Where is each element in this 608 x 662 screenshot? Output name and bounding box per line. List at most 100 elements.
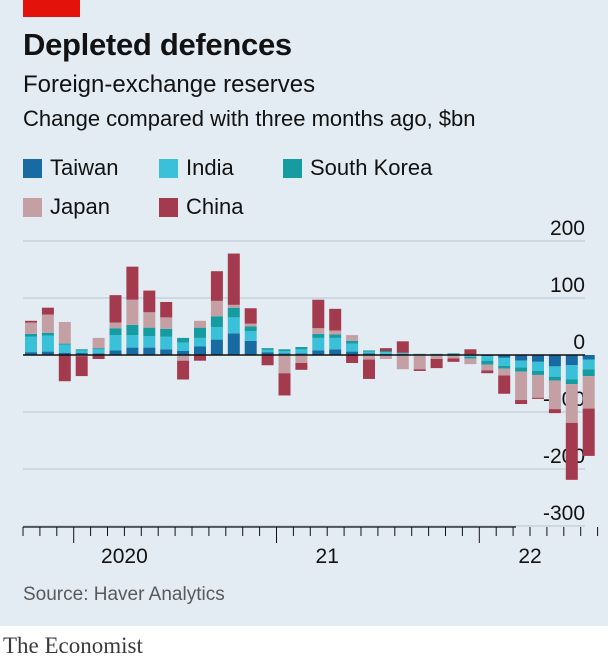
bar-segment <box>109 328 122 336</box>
bar-segment <box>160 349 173 355</box>
bar-segment <box>160 328 173 337</box>
legend-item-india: India <box>159 155 234 181</box>
bar-segment <box>126 299 139 325</box>
bar-segment <box>515 400 528 405</box>
bar-segment <box>210 271 223 301</box>
bar-segment <box>346 351 359 355</box>
bar-segment <box>227 307 240 318</box>
legend-label-taiwan: Taiwan <box>50 155 119 180</box>
bar-segment <box>227 317 240 334</box>
bar-segment <box>464 349 477 355</box>
bar-segment <box>194 320 206 328</box>
bar-segment <box>143 327 156 337</box>
bar-segment <box>41 351 54 355</box>
y-tick-label: -200 <box>543 445 585 468</box>
bar-segment <box>582 369 595 377</box>
y-tick-label: -300 <box>543 502 585 525</box>
bar-segment <box>515 371 528 401</box>
bar-segment <box>430 355 443 359</box>
bar-segment <box>329 330 342 335</box>
legend-label-india: India <box>186 155 234 180</box>
bar-segment <box>261 348 274 350</box>
bar-segment <box>413 355 426 370</box>
bar-segment <box>396 355 409 370</box>
bar-segment <box>548 355 561 367</box>
bar-segment <box>194 327 206 338</box>
bar-segment <box>278 373 291 396</box>
y-tick-label: 0 <box>573 331 585 354</box>
bar-segment <box>244 308 257 324</box>
bar-segment <box>430 358 443 369</box>
y-tick-label: 200 <box>550 217 585 240</box>
y-tick-label: 100 <box>550 274 585 297</box>
bar-segment <box>379 351 392 353</box>
bar-segment <box>41 332 54 336</box>
bar-segment <box>261 355 274 366</box>
bar-segment <box>295 353 308 355</box>
bar-segment <box>194 337 206 347</box>
x-tick-label: 21 <box>316 545 339 568</box>
bar-segment <box>210 339 223 355</box>
bar-segment <box>413 369 426 371</box>
bar-segment <box>75 350 88 353</box>
bar-segment <box>295 349 308 354</box>
bar-segment <box>447 353 460 354</box>
bar-segment <box>312 350 325 355</box>
bar-segment <box>177 360 190 380</box>
bar-segment <box>143 336 156 348</box>
bar-segment <box>481 356 494 361</box>
source-note: Source: Haver Analytics <box>23 584 225 605</box>
bar-segment <box>278 353 291 355</box>
bar-segment <box>346 355 359 363</box>
bar-segment <box>126 335 139 348</box>
bar-segment <box>498 357 511 366</box>
bar-segment <box>582 359 595 370</box>
bar-segment <box>261 352 274 355</box>
chart-title: Depleted defences <box>23 27 292 62</box>
bar-segment <box>565 384 578 423</box>
bar-segment <box>177 342 190 352</box>
bar-segment <box>75 356 88 377</box>
legend-swatch-china <box>159 197 178 217</box>
chart-description: Change compared with three months ago, $… <box>23 106 476 131</box>
bar-segment <box>481 364 494 371</box>
bar-segment <box>278 349 291 352</box>
bar-segment <box>515 360 528 368</box>
bar-segment <box>177 355 190 361</box>
bar-segment <box>58 352 71 355</box>
legend-item-south-korea: South Korea <box>283 155 432 181</box>
bar-segment <box>548 409 561 414</box>
legend-swatch-taiwan <box>23 158 42 178</box>
bar-segment <box>515 367 528 372</box>
bar-segment <box>565 422 578 480</box>
bar-segment <box>41 335 54 352</box>
bar-segment <box>143 347 156 355</box>
bar-segment <box>143 312 156 328</box>
bar-segment <box>109 322 122 329</box>
bar-segment <box>582 355 595 360</box>
bar-segment <box>346 343 359 352</box>
bar-segment <box>58 343 71 345</box>
legend-swatch-south-korea <box>283 158 302 178</box>
bar-segment <box>464 358 477 365</box>
bar-segment <box>244 331 257 341</box>
bar-segment <box>25 352 37 355</box>
bar-segment <box>498 368 511 376</box>
bar-segment <box>464 356 477 359</box>
bar-segment <box>498 355 511 358</box>
bar-segment <box>126 266 139 300</box>
bar-segment <box>396 352 409 354</box>
bar-segment <box>126 347 139 355</box>
bar-segment <box>565 379 578 385</box>
bar-segment <box>363 355 375 360</box>
bar-segment <box>363 350 375 352</box>
bar-segment <box>210 327 223 340</box>
bar-segment <box>126 324 139 336</box>
bar-segment <box>41 307 54 315</box>
bar-segment <box>109 335 122 351</box>
bar-segment <box>565 365 578 380</box>
bar-segment <box>177 337 190 343</box>
bar-segment <box>363 353 375 355</box>
x-tick-label: 22 <box>518 545 541 568</box>
